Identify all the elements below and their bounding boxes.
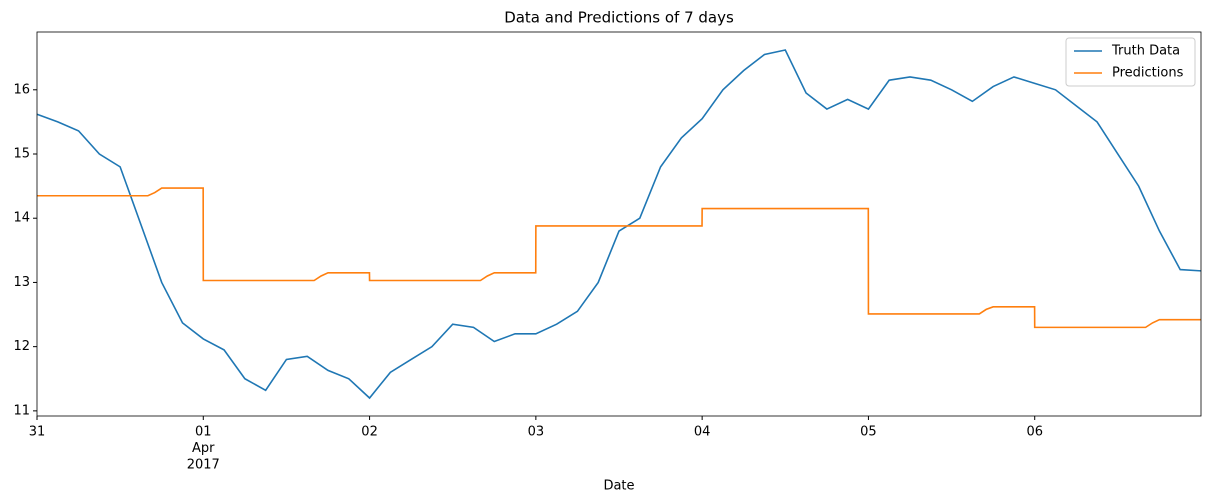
y-tick-label: 12: [13, 339, 30, 354]
x-tick-label: 01: [195, 425, 212, 440]
data-line: [37, 187, 1201, 329]
x-tick-label: Apr: [192, 441, 215, 456]
x-tick-label: 03: [528, 425, 545, 440]
x-tick-label: 05: [860, 425, 877, 440]
y-tick-label: 15: [13, 147, 30, 162]
x-tick-label: 04: [694, 425, 711, 440]
legend-label: Truth Data: [1111, 44, 1180, 59]
x-tick-label: 02: [361, 425, 378, 440]
y-tick-label: 11: [13, 403, 30, 418]
plot-frame: [36, 31, 1202, 417]
data-line: [36, 49, 1202, 400]
x-tick-label: 06: [1026, 425, 1043, 440]
x-axis-label: Date: [603, 479, 634, 494]
y-tick-label: 16: [13, 82, 30, 97]
legend-label: Predictions: [1112, 66, 1184, 81]
y-tick-label: 14: [13, 211, 30, 226]
x-tick-label: 31: [29, 425, 46, 440]
x-tick-label: 2017: [187, 458, 220, 473]
legend-box: [1065, 37, 1196, 87]
y-tick-label: 13: [13, 275, 30, 290]
chart-title: Data and Predictions of 7 days: [504, 9, 734, 27]
